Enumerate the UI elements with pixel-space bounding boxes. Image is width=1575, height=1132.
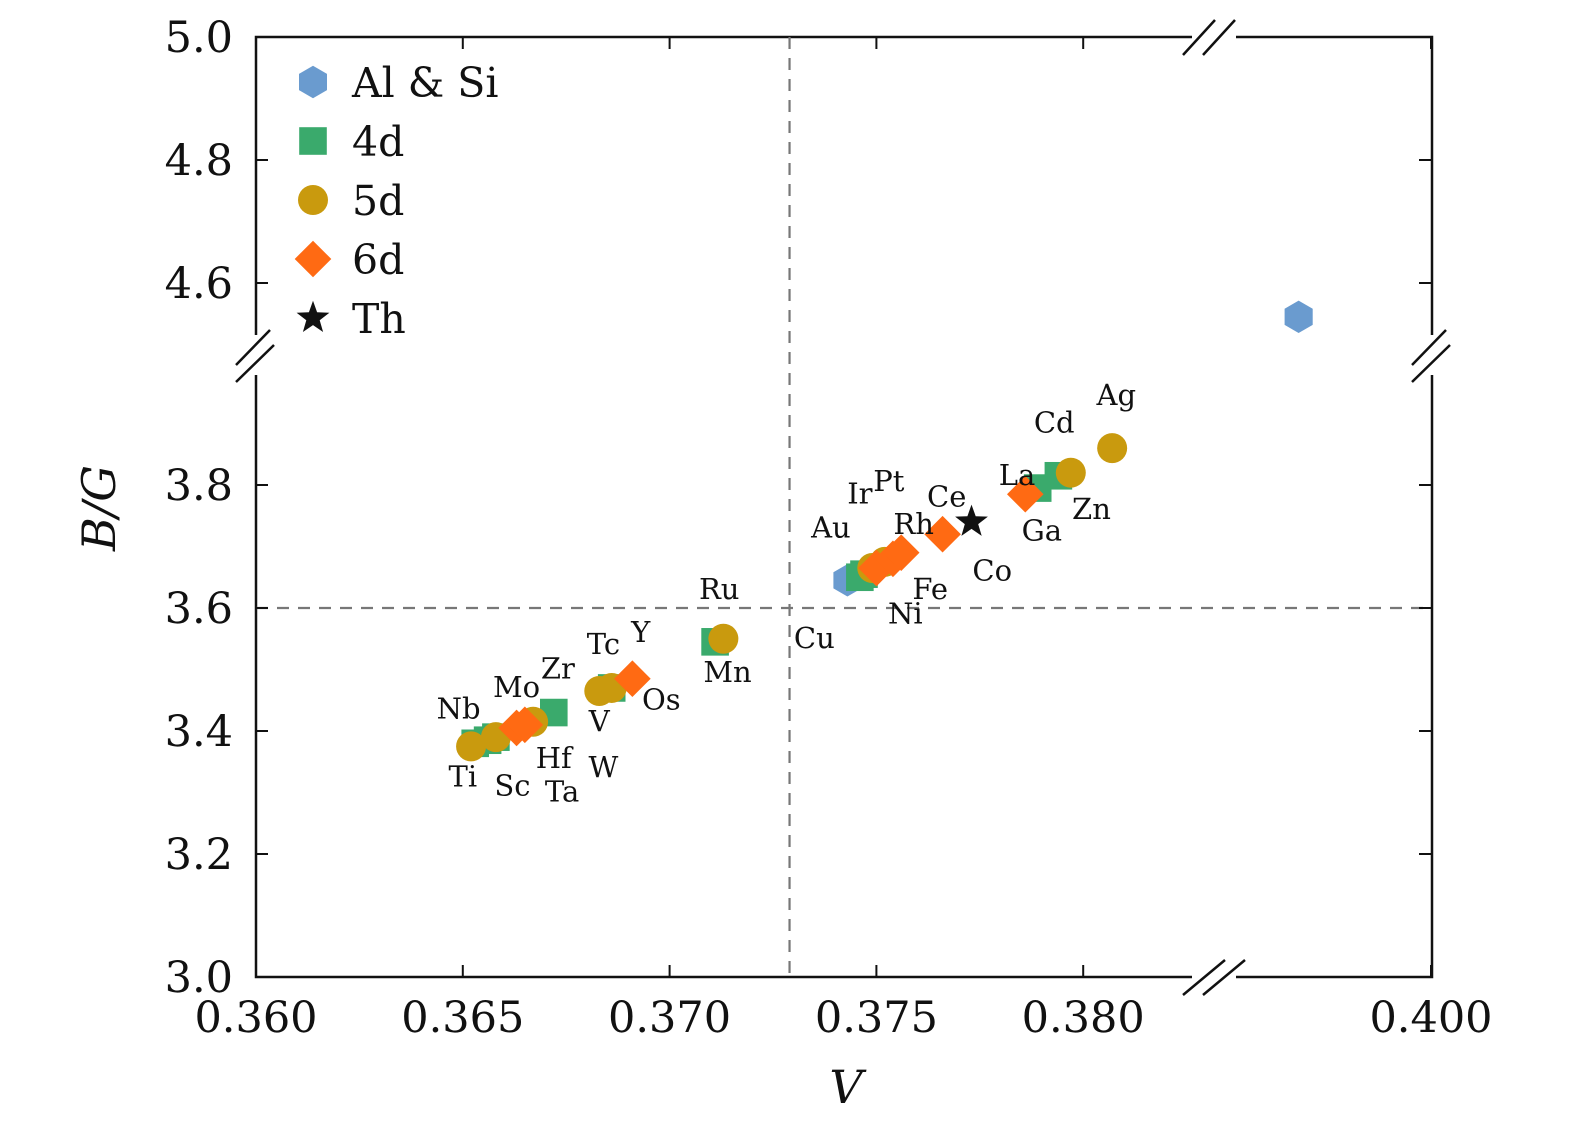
x-tick-label: 0.375 <box>815 993 938 1043</box>
x-axis-title: V <box>829 1060 867 1114</box>
y-axis-break-left <box>235 329 275 383</box>
x-tick-label: 0.365 <box>401 993 524 1043</box>
point-label: Hf <box>536 741 574 775</box>
y-axis-title: B/G <box>72 465 126 552</box>
y-tick-label: 3.8 <box>165 461 233 511</box>
legend-label: Al & Si <box>351 59 498 107</box>
data-point <box>924 515 961 553</box>
data-point <box>506 706 544 744</box>
x-tick-label: 0.370 <box>608 993 731 1043</box>
x-axis-break-top <box>1182 19 1236 56</box>
x-tick-label: 0.400 <box>1369 993 1492 1043</box>
y-tick-label: 4.8 <box>165 136 233 186</box>
point-label: Os <box>642 682 681 716</box>
legend-swatch <box>298 185 328 215</box>
point-label: Cu <box>794 621 835 655</box>
data-point <box>1097 433 1128 464</box>
data-point <box>1055 457 1086 488</box>
point-label: Zr <box>541 652 575 686</box>
data-point <box>955 504 988 536</box>
legend-label: 4d <box>352 118 404 166</box>
data-point <box>1284 300 1313 333</box>
point-label: Ti <box>448 759 477 793</box>
point-label: Rh <box>893 507 934 541</box>
point-label: Tc <box>587 627 620 661</box>
point-label: Zn <box>1072 492 1111 526</box>
plot-frame <box>254 35 1434 979</box>
legend-swatch <box>299 65 327 99</box>
y-axis-break-right <box>1411 329 1451 383</box>
legend: Al & Si 4d 5d 6d Th <box>294 59 498 343</box>
legend-label: 6d <box>352 236 404 284</box>
data-point <box>708 623 739 654</box>
x-axis-break-bottom <box>1182 959 1246 996</box>
point-label: Ce <box>927 480 966 514</box>
y-tick-label: 5.0 <box>165 13 233 63</box>
point-label: Nb <box>437 692 481 726</box>
legend-swatch <box>296 300 330 332</box>
y-tick-label: 4.6 <box>165 259 233 309</box>
point-label: Sc <box>494 769 530 803</box>
point-label: Mn <box>703 655 751 689</box>
point-label: Ir <box>847 476 872 510</box>
point-label: Mo <box>493 670 540 704</box>
series-6d <box>498 475 1044 747</box>
point-label: Ga <box>1022 513 1062 547</box>
point-label: Ag <box>1096 378 1137 412</box>
point-label: Pt <box>873 464 905 498</box>
data-point <box>614 660 651 698</box>
legend-swatch <box>299 127 327 155</box>
y-tick-label: 3.6 <box>165 584 233 634</box>
y-tick-label: 3.0 <box>165 953 233 1003</box>
legend-label: 5d <box>352 177 404 225</box>
point-label: Au <box>810 510 851 544</box>
point-label: Ni <box>888 596 923 630</box>
legend-label: Th <box>352 295 406 343</box>
data-point <box>1006 475 1044 513</box>
y-tick-label: 3.2 <box>165 830 233 880</box>
point-label: V <box>588 704 611 738</box>
y-tick-label: 3.4 <box>165 707 233 757</box>
series-th <box>955 504 988 536</box>
data-point <box>456 731 487 762</box>
point-label: Ta <box>545 775 579 809</box>
axis-ticks: 0.360 0.365 0.370 0.375 0.380 0.400 3.0 3.2 3.4 3… <box>165 13 1493 1043</box>
legend-swatch <box>294 240 332 278</box>
point-label: W <box>589 750 619 784</box>
point-label: La <box>999 458 1036 492</box>
point-label: Fe <box>912 572 948 606</box>
data-point <box>882 534 920 571</box>
point-label: Cd <box>1034 406 1075 440</box>
series-4d <box>461 461 1073 758</box>
point-label: Y <box>630 615 651 649</box>
x-tick-label: 0.380 <box>1022 993 1145 1043</box>
point-label: Ru <box>699 572 740 606</box>
x-tick-label: 0.360 <box>194 993 317 1043</box>
point-label: Co <box>972 553 1012 587</box>
data-points <box>456 300 1313 762</box>
